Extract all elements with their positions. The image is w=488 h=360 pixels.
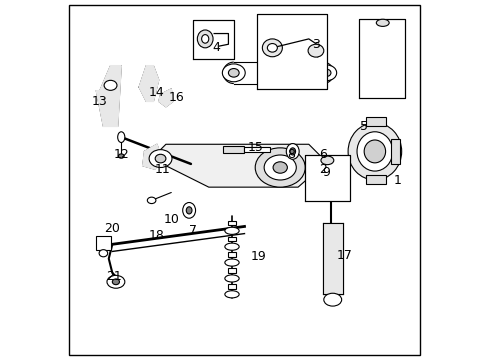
Bar (323, 223, 342, 294)
Text: 8: 8 (286, 148, 294, 162)
Ellipse shape (272, 162, 287, 173)
Text: 16: 16 (168, 91, 184, 104)
Ellipse shape (118, 132, 124, 143)
Ellipse shape (99, 249, 107, 257)
Bar (227, 237, 236, 241)
Polygon shape (151, 144, 326, 187)
Ellipse shape (307, 44, 323, 57)
Bar (96, 236, 110, 249)
Text: 14: 14 (149, 86, 164, 99)
Text: 18: 18 (149, 229, 164, 242)
Ellipse shape (186, 207, 192, 214)
Bar (390, 139, 399, 164)
Text: 6: 6 (319, 148, 326, 162)
Polygon shape (142, 144, 160, 169)
Bar (227, 252, 236, 257)
Ellipse shape (376, 19, 388, 26)
Polygon shape (159, 89, 173, 107)
Bar (223, 146, 244, 153)
Text: 13: 13 (92, 95, 107, 108)
Bar (257, 14, 326, 89)
Ellipse shape (224, 243, 239, 250)
Text: 15: 15 (247, 141, 263, 154)
Ellipse shape (149, 150, 172, 167)
Text: 3: 3 (311, 38, 319, 51)
Ellipse shape (356, 132, 392, 171)
Ellipse shape (224, 275, 239, 282)
Ellipse shape (316, 65, 336, 81)
Ellipse shape (224, 227, 239, 234)
Text: 19: 19 (250, 250, 266, 263)
Bar (358, 19, 405, 98)
Text: 5: 5 (360, 120, 367, 133)
Ellipse shape (364, 140, 385, 163)
Bar (227, 221, 236, 225)
Bar (227, 284, 236, 288)
Ellipse shape (224, 291, 239, 298)
Ellipse shape (112, 279, 119, 285)
Ellipse shape (224, 259, 239, 266)
Ellipse shape (289, 148, 295, 155)
Ellipse shape (104, 80, 117, 90)
Ellipse shape (228, 68, 239, 77)
Ellipse shape (323, 293, 341, 306)
Text: 21: 21 (106, 270, 122, 283)
Bar (365, 117, 385, 126)
Text: 10: 10 (163, 213, 179, 226)
Text: 12: 12 (113, 148, 129, 162)
Bar (192, 20, 233, 59)
Polygon shape (139, 66, 159, 102)
Ellipse shape (320, 156, 333, 165)
Ellipse shape (201, 35, 208, 43)
Ellipse shape (118, 154, 124, 158)
Ellipse shape (255, 148, 305, 187)
Ellipse shape (264, 155, 296, 180)
Ellipse shape (197, 30, 213, 48)
Ellipse shape (262, 39, 282, 57)
Ellipse shape (107, 275, 124, 288)
Bar (305, 155, 349, 202)
Text: 4: 4 (212, 41, 220, 54)
Ellipse shape (222, 64, 244, 82)
Ellipse shape (183, 203, 195, 218)
Ellipse shape (347, 123, 401, 180)
Bar (227, 268, 236, 273)
Ellipse shape (322, 69, 330, 76)
Text: 9: 9 (322, 166, 330, 179)
Bar (244, 147, 269, 152)
Polygon shape (233, 62, 340, 84)
Bar (365, 175, 385, 184)
Ellipse shape (147, 197, 156, 203)
Text: 2: 2 (319, 163, 326, 176)
Text: 1: 1 (393, 174, 401, 186)
Text: 11: 11 (154, 163, 170, 176)
Text: 20: 20 (104, 222, 120, 235)
Text: 17: 17 (336, 248, 352, 261)
Ellipse shape (267, 44, 277, 52)
Ellipse shape (285, 144, 299, 159)
Ellipse shape (155, 154, 165, 163)
Text: 7: 7 (188, 224, 196, 237)
Polygon shape (96, 66, 121, 126)
